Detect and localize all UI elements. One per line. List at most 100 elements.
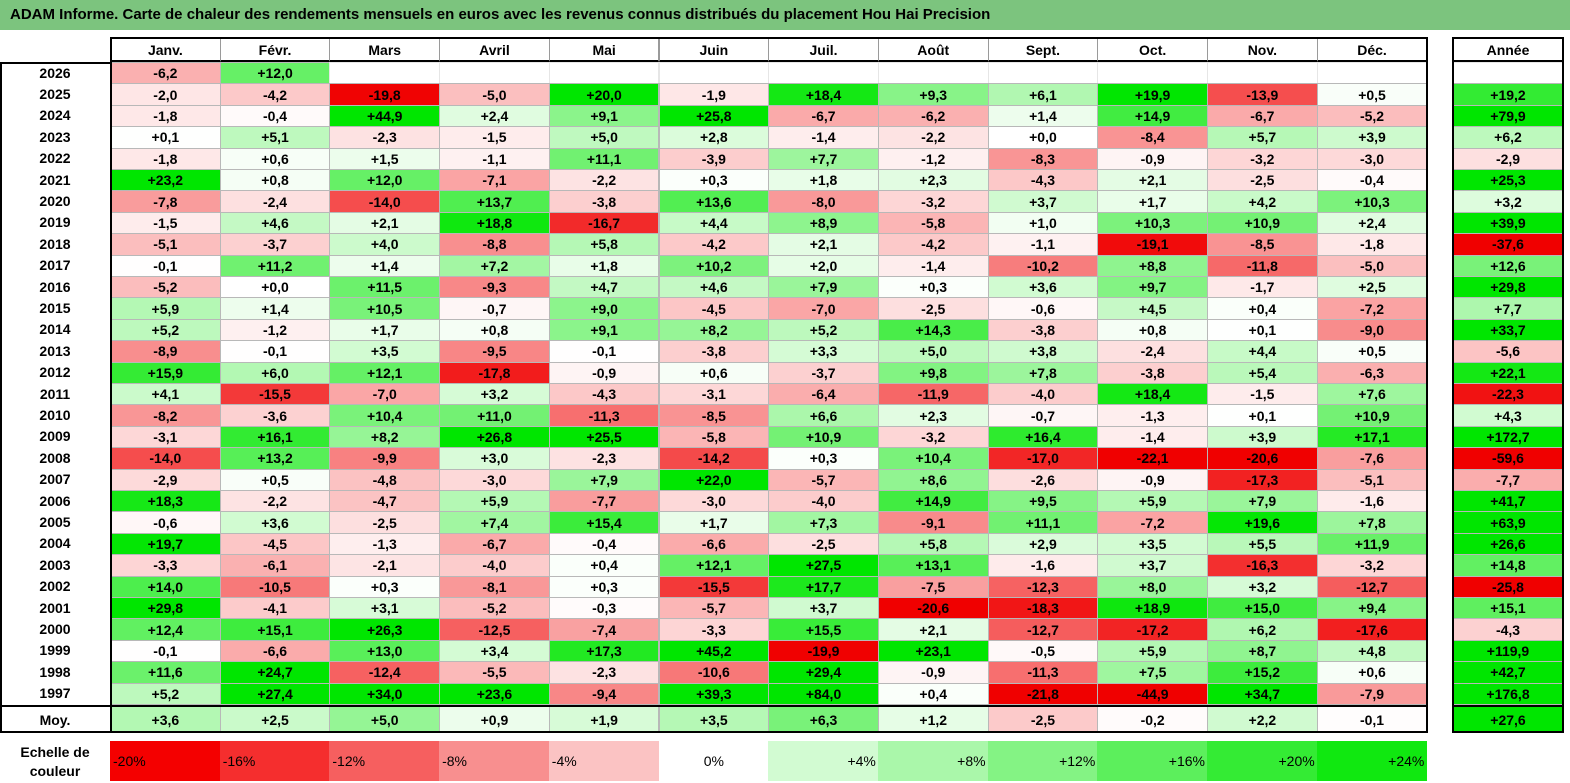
heatmap-cell: +7,8 [1316,511,1428,534]
heatmap-cell: +8,2 [329,425,441,449]
heatmap-cell: +5,4 [1207,361,1318,384]
heatmap-cell: -1,2 [877,147,989,170]
heatmap-cell: -3,2 [877,425,989,449]
heatmap-cell: +3,2 [1207,575,1318,598]
heatmap-cell: +8,7 [1207,639,1318,663]
heatmap-cell: -4,0 [987,383,1099,406]
heatmap-cell: +29,4 [768,661,879,684]
heatmap-cell: -7,1 [439,169,550,192]
heatmap-cell: -8,8 [439,233,550,256]
heatmap-cell: +13,2 [219,447,331,470]
heatmap-cell [768,62,879,85]
heatmap-cell: +16,4 [987,425,1099,449]
heatmap-cell: +3,6 [219,511,331,534]
heatmap-cell: +15,2 [1207,661,1318,684]
heatmap-cell: +1,4 [219,297,331,320]
scale-step: -16% [219,741,331,781]
heatmap-cell: +0,3 [658,169,770,192]
row-year-label: 2026 [39,64,71,81]
heatmap-cell: -15,5 [658,575,770,598]
heatmap-cell: +1,8 [768,169,879,192]
heatmap-cell: -10,2 [987,254,1099,277]
average-cell: +6,3 [768,706,879,733]
heatmap-cell: +5,2 [110,318,221,342]
heatmap-cell: -3,0 [439,468,550,491]
row-year-label: 2018 [39,235,71,252]
heatmap-cell: -2,6 [987,468,1099,491]
heatmap-cell: -2,3 [548,661,660,684]
heatmap-cell: -0,5 [987,639,1099,663]
heatmap-cell: +24,7 [219,661,331,684]
heatmap-cell: -0,6 [110,511,221,534]
column-header: Sept. [987,37,1099,62]
scale-step: +16% [1097,741,1208,781]
column-header: Juin [658,37,770,62]
heatmap-cell: +3,0 [439,447,550,470]
heatmap-cell: -0,9 [1097,468,1208,491]
heatmap-cell: -3,9 [658,147,770,170]
heatmap-cell: -9,3 [439,276,550,299]
heatmap-cell: +17,7 [768,575,879,598]
heatmap-cell: -12,5 [439,618,550,641]
heatmap-cell: -1,1 [987,233,1099,256]
heatmap-cell: +5,7 [1207,126,1318,149]
heatmap-cell: +7,9 [1207,490,1318,513]
heatmap-cell: -6,3 [1316,361,1428,384]
year-total-cell: -4,3 [1452,618,1564,641]
heatmap-cell: +0,8 [219,169,331,192]
heatmap-cell: -8,5 [658,404,770,427]
heatmap-cell: +6,1 [987,83,1099,106]
heatmap-cell: +15,0 [1207,597,1318,620]
heatmap-cell: +19,9 [1097,83,1208,106]
year-total-cell: +119,9 [1452,639,1564,663]
column-header: Mai [548,37,660,62]
heatmap-cell: -12,4 [329,661,441,684]
row-year-label: 1997 [39,685,71,702]
heatmap-cell: +3,7 [1097,554,1208,577]
heatmap-cell: +23,2 [110,169,221,192]
heatmap-cell: +10,3 [1316,190,1428,213]
heatmap-cell: -7,9 [1316,682,1428,705]
heatmap-cell: +11,9 [1316,532,1428,556]
heatmap-cell: +0,8 [1097,318,1208,342]
heatmap-cell: -5,7 [658,597,770,620]
heatmap-cell: +3,7 [768,597,879,620]
heatmap-cell: -1,8 [110,104,221,128]
heatmap-cell: -12,7 [987,618,1099,641]
heatmap-cell: -8,2 [110,404,221,427]
heatmap-cell: -1,4 [877,254,989,277]
heatmap-cell: +10,4 [877,447,989,470]
heatmap-cell: +8,9 [768,211,879,235]
heatmap-cell: +9,0 [548,297,660,320]
row-year-label: 1999 [39,642,71,659]
heatmap-cell: +15,5 [768,618,879,641]
heatmap-cell: -7,4 [548,618,660,641]
heatmap-cell: -11,3 [987,661,1099,684]
heatmap-cell: -1,7 [1207,276,1318,299]
heatmap-cell: -19,1 [1097,233,1208,256]
heatmap-cell: +7,9 [548,468,660,491]
heatmap-cell: +3,2 [439,383,550,406]
heatmap-cell: -2,1 [329,554,441,577]
heatmap-cell: -7,5 [877,575,989,598]
heatmap-cell: -3,0 [1316,147,1428,170]
heatmap-cell: -5,5 [439,661,550,684]
heatmap-cell: +19,6 [1207,511,1318,534]
year-total-cell: -2,9 [1452,147,1564,170]
heatmap-cell: -10,6 [658,661,770,684]
heatmap-cell: +2,1 [768,233,879,256]
year-total-cell: +3,2 [1452,190,1564,213]
scale-step: -4% [548,741,660,781]
heatmap-cell: -9,9 [329,447,441,470]
heatmap-cell: -7,0 [768,297,879,320]
average-separator [1452,705,1564,707]
heatmap-cell: -8,1 [439,575,550,598]
row-year-label: 2009 [39,428,71,445]
heatmap-cell: -2,2 [877,126,989,149]
row-year-label: 2006 [39,492,71,509]
row-year-label: 2025 [39,86,71,103]
row-year-label: 2020 [39,193,71,210]
heatmap-cell: -2,5 [1207,169,1318,192]
heatmap-cell: -1,5 [1207,383,1318,406]
heatmap-cell: +3,1 [329,597,441,620]
